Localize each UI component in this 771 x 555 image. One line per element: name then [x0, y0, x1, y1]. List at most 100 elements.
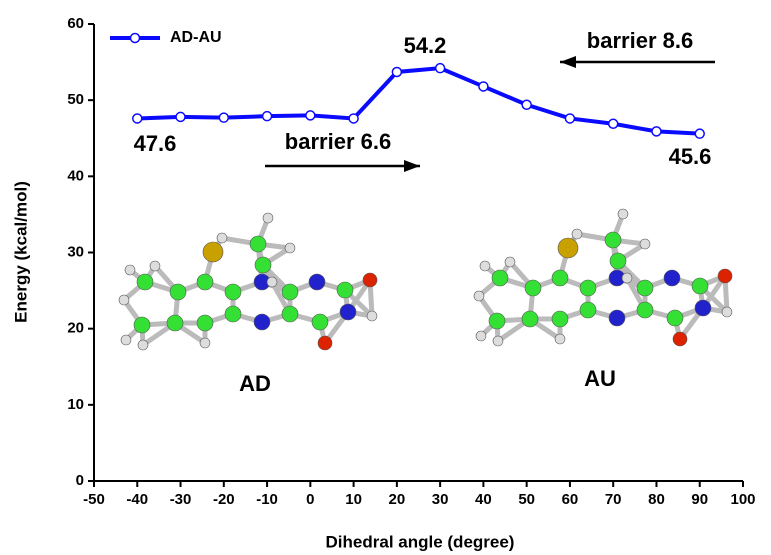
arrow-head: [404, 160, 420, 172]
y-tick-label: 60: [67, 15, 84, 32]
x-tick-label: 70: [605, 491, 622, 508]
chart: Dihedral angle (degree) Energy (kcal/mol…: [0, 0, 771, 555]
atom: [309, 274, 325, 290]
atom: [285, 243, 295, 253]
atom: [605, 232, 621, 248]
atom: [119, 295, 129, 305]
atom: [580, 302, 596, 318]
atom: [572, 229, 582, 239]
y-tick-label: 20: [67, 320, 84, 337]
atom: [640, 239, 650, 249]
atom: [558, 238, 578, 258]
atom: [250, 236, 266, 252]
point: [565, 114, 574, 123]
point: [695, 129, 704, 138]
point: [133, 114, 142, 123]
atom: [505, 257, 515, 267]
atom: [318, 336, 332, 350]
y-axis-title: Energy (kcal/mol): [11, 181, 30, 323]
atom: [480, 261, 490, 271]
atom: [137, 274, 153, 290]
atom: [609, 310, 625, 326]
y-tick-label: 50: [67, 91, 84, 108]
atom: [203, 242, 223, 262]
x-tick-label: 100: [730, 491, 755, 508]
x-tick-label: -20: [213, 491, 235, 508]
atom: [489, 313, 505, 329]
atom: [225, 284, 241, 300]
atom: [363, 273, 377, 287]
atom: [492, 270, 508, 286]
atom: [254, 314, 270, 330]
atom: [610, 253, 626, 269]
point: [306, 111, 315, 120]
atom: [664, 270, 680, 286]
x-tick-label: 50: [518, 491, 535, 508]
x-tick-label: 60: [562, 491, 579, 508]
point: [263, 112, 272, 121]
atom: [493, 336, 503, 346]
legend-marker: [131, 34, 140, 43]
annotation: AD: [239, 371, 271, 396]
atom: [197, 274, 213, 290]
atom: [722, 307, 732, 317]
annotation: AU: [584, 366, 616, 391]
annotation: barrier 6.6: [285, 129, 391, 154]
legend-label: AD-AU: [170, 29, 222, 46]
atom: [267, 277, 277, 287]
x-tick-label: -40: [126, 491, 148, 508]
x-axis-title: Dihedral angle (degree): [326, 532, 515, 551]
point: [479, 82, 488, 91]
point: [349, 114, 358, 123]
point: [609, 119, 618, 128]
atom: [197, 315, 213, 331]
atom: [167, 315, 183, 331]
x-tick-label: 80: [648, 491, 665, 508]
atom: [170, 284, 186, 300]
point: [392, 67, 401, 76]
point: [436, 64, 445, 73]
annotation: 45.6: [669, 144, 712, 169]
atom: [225, 306, 241, 322]
atom: [138, 340, 148, 350]
point: [176, 112, 185, 121]
atom: [263, 213, 273, 223]
atom: [282, 306, 298, 322]
x-tick-label: 10: [345, 491, 362, 508]
x-tick-label: 30: [432, 491, 449, 508]
atom: [217, 233, 227, 243]
atom: [692, 278, 708, 294]
point: [219, 113, 228, 122]
y-tick-label: 30: [67, 243, 84, 260]
point: [652, 127, 661, 136]
molecule-images: [119, 209, 732, 350]
arrow-head: [560, 56, 576, 68]
atom: [134, 317, 150, 333]
y-tick-label: 10: [67, 396, 84, 413]
atom: [121, 335, 131, 345]
annotation: 47.6: [134, 131, 177, 156]
y-tick-label: 0: [76, 472, 84, 489]
atom: [673, 332, 687, 346]
atom: [622, 273, 632, 283]
atom: [340, 304, 356, 320]
x-tick-label: 40: [475, 491, 492, 508]
annotation: barrier 8.6: [587, 28, 693, 53]
atom: [150, 261, 160, 271]
point: [522, 100, 531, 109]
atom: [525, 280, 541, 296]
atom: [255, 257, 271, 273]
atom: [695, 300, 711, 316]
atom: [125, 265, 135, 275]
x-tick-label: 0: [306, 491, 314, 508]
atom: [312, 314, 328, 330]
x-tick-label: -30: [170, 491, 192, 508]
atom: [552, 311, 568, 327]
atom: [618, 209, 628, 219]
x-tick-label: -10: [256, 491, 278, 508]
atom: [667, 310, 683, 326]
atom: [718, 269, 732, 283]
atom: [637, 302, 653, 318]
atom: [282, 284, 298, 300]
